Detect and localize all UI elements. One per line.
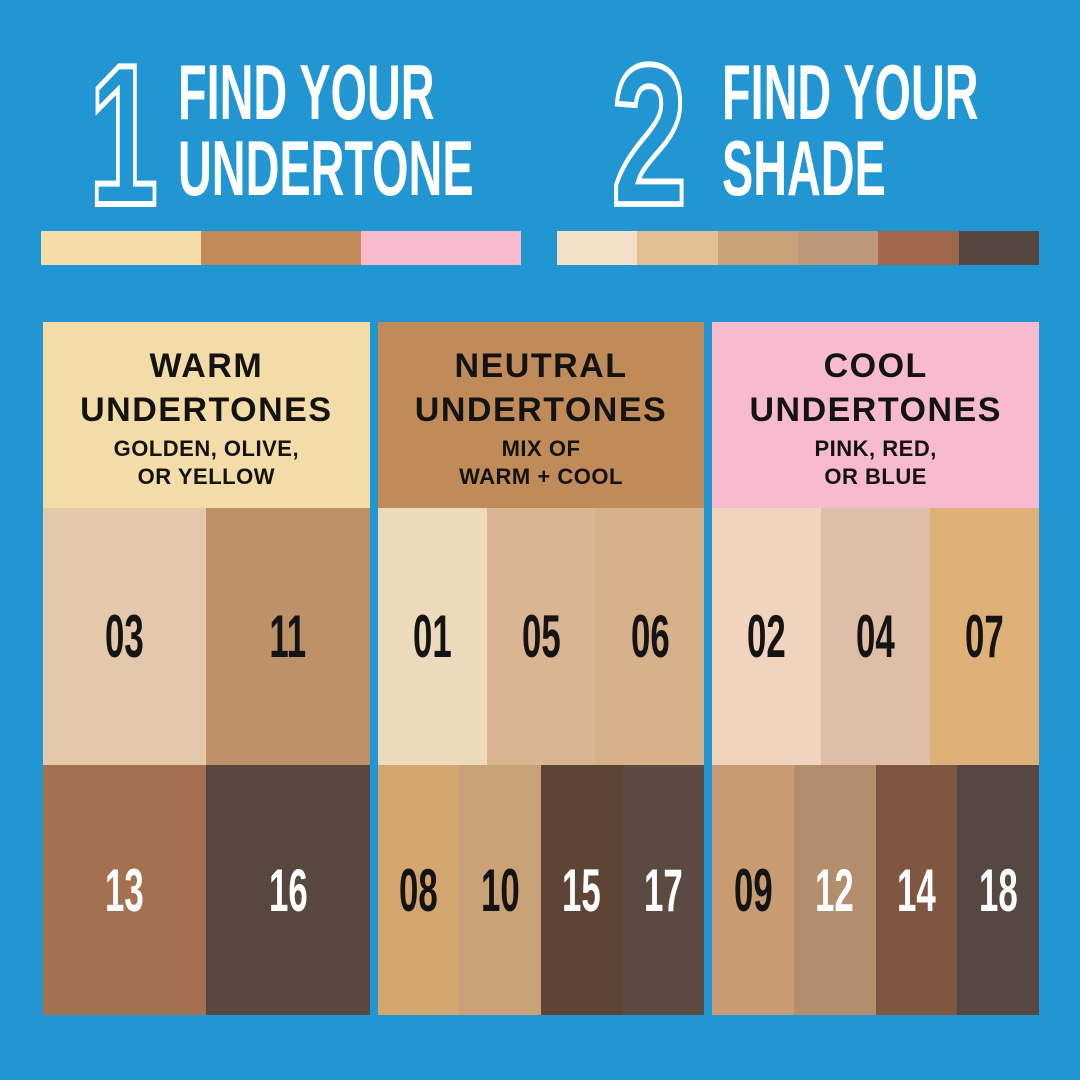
step-1-outline-number: 1 xyxy=(87,56,160,211)
neutral-subtitle-line2: WARM + COOL xyxy=(459,464,623,489)
shade-swatch-17: 17 xyxy=(622,765,705,1015)
shade-number-12: 12 xyxy=(815,856,855,924)
shade-number-07: 07 xyxy=(965,603,1004,670)
cool-swatch-row-light: 02 04 07 xyxy=(712,508,1040,765)
shade-swatch-09: 09 xyxy=(712,765,795,1015)
warm-column-title: WARM UNDERTONES xyxy=(43,322,370,432)
shade-color-strip xyxy=(557,231,1039,265)
neutral-column-header: NEUTRAL UNDERTONES MIX OF WARM + COOL xyxy=(377,322,705,508)
shade-number-13: 13 xyxy=(105,856,145,924)
shade-strip-swatch-4 xyxy=(797,231,879,265)
shade-number-15: 15 xyxy=(562,856,602,924)
shade-number-02: 02 xyxy=(747,603,787,670)
neutral-swatch-row-light: 01 05 06 xyxy=(377,508,705,765)
shade-swatch-15: 15 xyxy=(541,765,623,1015)
shade-number-08: 08 xyxy=(399,856,438,924)
shade-swatch-11: 11 xyxy=(206,508,370,765)
shade-number-06: 06 xyxy=(630,603,670,670)
shade-swatch-10: 10 xyxy=(459,765,542,1015)
shade-swatch-05: 05 xyxy=(486,508,596,765)
step-1-heading-line1: FIND YOUR xyxy=(178,48,435,136)
neutral-title-line1: NEUTRAL xyxy=(454,347,628,385)
warm-swatch-row-deep: 13 16 xyxy=(43,765,370,1015)
undertone-strip-swatch-cool xyxy=(361,231,521,265)
warm-subtitle-line2: OR YELLOW xyxy=(137,464,275,489)
shade-number-05: 05 xyxy=(521,603,561,670)
shade-number-18: 18 xyxy=(978,856,1018,924)
cool-swatch-row-deep: 09 12 14 18 xyxy=(712,765,1040,1015)
column-cool-undertones: COOL UNDERTONES PINK, RED, OR BLUE 02 04… xyxy=(712,322,1040,1015)
shade-number-03: 03 xyxy=(105,603,145,670)
cool-subtitle-line1: PINK, RED, xyxy=(814,436,937,461)
cool-column-subtitle: PINK, RED, OR BLUE xyxy=(712,435,1039,491)
shade-swatch-14: 14 xyxy=(875,765,958,1015)
shade-number-01: 01 xyxy=(412,603,452,670)
shade-swatch-03: 03 xyxy=(43,508,207,765)
svg-text:1: 1 xyxy=(89,56,158,211)
shade-swatch-01: 01 xyxy=(377,508,487,765)
warm-swatch-row-light: 03 11 xyxy=(43,508,370,765)
neutral-swatch-row-deep: 08 10 15 17 xyxy=(377,765,705,1015)
warm-title-line1: WARM xyxy=(149,347,264,385)
cool-title-line2: UNDERTONES xyxy=(749,391,1002,429)
neutral-subtitle-line1: MIX OF xyxy=(501,436,581,461)
cool-column-header: COOL UNDERTONES PINK, RED, OR BLUE xyxy=(712,322,1040,508)
step-1-heading-line2: UNDERTONE xyxy=(178,124,474,212)
svg-text:2: 2 xyxy=(611,56,687,211)
neutral-title-line2: UNDERTONES xyxy=(414,391,668,429)
shade-swatch-18: 18 xyxy=(957,765,1040,1015)
shade-number-10: 10 xyxy=(480,856,520,924)
warm-subtitle-line1: GOLDEN, OLIVE, xyxy=(113,436,300,461)
shade-number-16: 16 xyxy=(268,856,308,924)
shade-number-17: 17 xyxy=(644,856,683,924)
neutral-column-title: NEUTRAL UNDERTONES xyxy=(378,322,705,432)
shade-swatch-07: 07 xyxy=(930,508,1040,765)
shade-strip-swatch-6 xyxy=(958,231,1039,265)
shade-swatch-16: 16 xyxy=(206,765,370,1015)
step-2-heading-line1: FIND YOUR xyxy=(722,48,979,136)
cool-subtitle-line2: OR BLUE xyxy=(824,464,927,489)
undertone-strip-swatch-warm xyxy=(41,231,201,265)
step-2-outline-number: 2 xyxy=(609,56,689,211)
warm-title-line2: UNDERTONES xyxy=(80,391,333,429)
shade-swatch-06: 06 xyxy=(595,508,705,765)
shade-swatch-02: 02 xyxy=(712,508,822,765)
step-1-heading: FIND YOUR UNDERTONE xyxy=(178,48,474,212)
warm-column-subtitle: GOLDEN, OLIVE, OR YELLOW xyxy=(43,435,370,491)
step-2-heading-line2: SHADE xyxy=(722,124,886,212)
shade-number-04: 04 xyxy=(856,603,896,670)
warm-column-header: WARM UNDERTONES GOLDEN, OLIVE, OR YELLOW xyxy=(43,322,370,508)
shade-swatch-04: 04 xyxy=(821,508,931,765)
shade-number-14: 14 xyxy=(897,856,936,924)
cool-title-line1: COOL xyxy=(823,347,928,385)
shade-swatch-08: 08 xyxy=(377,765,460,1015)
undertone-color-strip xyxy=(41,231,521,265)
column-warm-undertones: WARM UNDERTONES GOLDEN, OLIVE, OR YELLOW… xyxy=(43,322,370,1015)
step-2-heading: FIND YOUR SHADE xyxy=(722,48,979,212)
neutral-column-subtitle: MIX OF WARM + COOL xyxy=(378,435,705,491)
shade-swatch-13: 13 xyxy=(43,765,207,1015)
shade-strip-swatch-2 xyxy=(637,231,718,265)
shade-number-09: 09 xyxy=(733,856,773,924)
column-neutral-undertones: NEUTRAL UNDERTONES MIX OF WARM + COOL 01… xyxy=(377,322,705,1015)
shade-strip-swatch-1 xyxy=(557,231,638,265)
shade-strip-swatch-3 xyxy=(717,231,798,265)
shade-swatch-12: 12 xyxy=(794,765,876,1015)
undertone-columns: WARM UNDERTONES GOLDEN, OLIVE, OR YELLOW… xyxy=(43,322,1040,1015)
shade-number-11: 11 xyxy=(269,603,307,670)
cool-column-title: COOL UNDERTONES xyxy=(712,322,1039,432)
undertone-strip-swatch-neutral xyxy=(201,231,361,265)
shade-strip-swatch-5 xyxy=(878,231,959,265)
